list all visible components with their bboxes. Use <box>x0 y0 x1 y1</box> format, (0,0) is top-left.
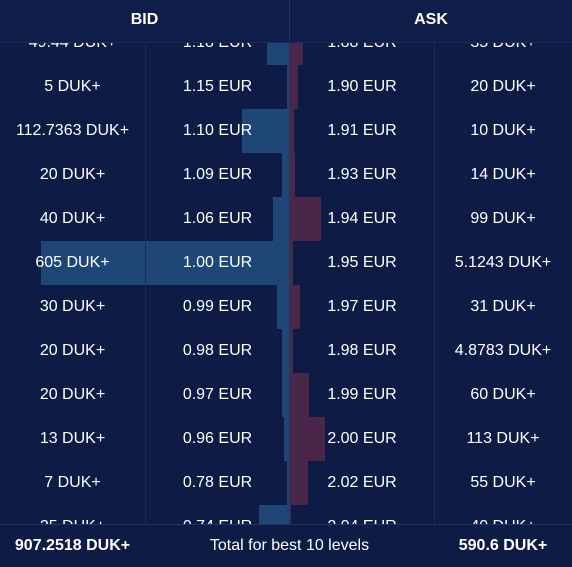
bid-price: 1.06 EUR <box>182 210 253 227</box>
bid-depth-bar <box>277 285 289 329</box>
ask-price: 1.90 EUR <box>327 78 397 95</box>
ask-quantity: 55 DUK+ <box>470 474 536 491</box>
column-divider <box>434 43 435 524</box>
ask-quantity: 40 DUK+ <box>434 505 572 524</box>
bid-price: 0.74 EUR <box>145 505 290 524</box>
orderbook-row[interactable]: 7 DUK+ 0.78 EUR 2.02 EUR 55 DUK+ <box>0 461 572 505</box>
orderbook-row[interactable]: 40 DUK+ 1.06 EUR 1.94 EUR 99 DUK+ <box>0 197 572 241</box>
ask-depth-bar <box>291 241 293 285</box>
bid-depth-bar <box>287 65 289 109</box>
bid-quantity: 112.7363 DUK+ <box>15 122 130 139</box>
bid-header: BID <box>130 11 159 28</box>
ask-total: 590.6 DUK+ <box>458 537 548 554</box>
ask-depth-bar <box>291 285 300 329</box>
ask-depth-bar <box>291 373 309 417</box>
ask-price: 1.88 EUR <box>290 43 434 65</box>
bid-quantity: 7 DUK+ <box>44 474 101 491</box>
orderbook-row[interactable]: 20 DUK+ 1.09 EUR 1.93 EUR 14 DUK+ <box>0 153 572 197</box>
bid-quantity: 30 DUK+ <box>39 298 106 315</box>
ask-depth-bar <box>291 109 294 153</box>
bid-quantity: 5 DUK+ <box>44 78 101 95</box>
ask-quantity: 14 DUK+ <box>470 166 536 183</box>
ask-quantity: 113 DUK+ <box>466 430 540 447</box>
bid-depth-bar <box>282 329 289 373</box>
ask-quantity: 60 DUK+ <box>470 386 536 403</box>
bid-quantity: 40 DUK+ <box>39 210 106 227</box>
bid-depth-bar <box>284 417 289 461</box>
bid-quantity: 13 DUK+ <box>39 430 106 447</box>
bid-price: 0.99 EUR <box>182 298 253 315</box>
ask-price: 1.91 EUR <box>327 122 397 139</box>
bid-price: 1.18 EUR <box>145 43 290 65</box>
ask-price: 1.99 EUR <box>327 386 397 403</box>
bid-quantity: 20 DUK+ <box>39 166 106 183</box>
orderbook-footer: 907.2518 DUK+ Total for best 10 levels 5… <box>0 524 572 564</box>
bid-depth-bar <box>267 43 289 65</box>
orderbook-row[interactable]: 30 DUK+ 0.99 EUR 1.97 EUR 31 DUK+ <box>0 285 572 329</box>
bid-quantity: 605 DUK+ <box>35 254 110 271</box>
bid-quantity: 49.44 DUK+ <box>0 43 145 65</box>
bid-quantity: 25 DUK+ <box>0 505 145 524</box>
ask-price: 1.97 EUR <box>327 298 397 315</box>
bid-depth-bar <box>242 109 289 153</box>
ask-quantity: 10 DUK+ <box>470 122 536 139</box>
ask-price: 1.93 EUR <box>327 166 397 183</box>
spread-divider <box>289 43 291 524</box>
ask-depth-bar <box>291 417 325 461</box>
bid-total: 907.2518 DUK+ <box>14 537 131 554</box>
column-divider <box>145 43 146 524</box>
ask-depth-bar <box>291 329 293 373</box>
bid-quantity: 20 DUK+ <box>39 342 106 359</box>
orderbook-row[interactable]: 605 DUK+ 1.00 EUR 1.95 EUR 5.1243 DUK+ <box>0 241 572 285</box>
orderbook-header: BID ASK <box>0 0 572 43</box>
ask-price: 2.04 EUR <box>290 505 434 524</box>
bid-price: 1.10 EUR <box>182 122 253 139</box>
orderbook-row[interactable]: 5 DUK+ 1.15 EUR 1.90 EUR 20 DUK+ <box>0 65 572 109</box>
ask-quantity: 31 DUK+ <box>470 298 536 315</box>
bid-depth-bar <box>259 505 289 524</box>
ask-quantity: 5.1243 DUK+ <box>454 254 552 271</box>
bid-depth-bar <box>273 197 289 241</box>
bid-quantity: 20 DUK+ <box>39 386 106 403</box>
ask-price: 2.00 EUR <box>327 430 397 447</box>
bid-price: 0.97 EUR <box>182 386 253 403</box>
ask-price: 1.94 EUR <box>327 210 397 227</box>
ask-quantity: 99 DUK+ <box>470 210 536 227</box>
header-divider <box>289 0 290 42</box>
bid-price: 1.09 EUR <box>182 166 253 183</box>
ask-depth-bar <box>291 43 303 65</box>
total-label: Total for best 10 levels <box>209 537 370 554</box>
bid-price: 0.96 EUR <box>182 430 253 447</box>
ask-quantity: 35 DUK+ <box>434 43 572 65</box>
orderbook-row[interactable]: 20 DUK+ 0.98 EUR 1.98 EUR 4.8783 DUK+ <box>0 329 572 373</box>
bid-price: 0.98 EUR <box>182 342 253 359</box>
orderbook-row[interactable]: 112.7363 DUK+ 1.10 EUR 1.91 EUR 10 DUK+ <box>0 109 572 153</box>
ask-quantity: 20 DUK+ <box>470 78 536 95</box>
ask-price: 1.95 EUR <box>327 254 397 271</box>
bid-depth-bar <box>282 153 289 197</box>
orderbook-row[interactable]: 13 DUK+ 0.96 EUR 2.00 EUR 113 DUK+ <box>0 417 572 461</box>
orderbook-row[interactable]: 20 DUK+ 0.97 EUR 1.99 EUR 60 DUK+ <box>0 373 572 417</box>
bid-depth-bar <box>287 461 289 505</box>
ask-depth-bar <box>291 65 298 109</box>
ask-header: ASK <box>414 11 448 28</box>
bid-depth-bar <box>282 373 289 417</box>
ask-price: 1.98 EUR <box>327 342 397 359</box>
ask-quantity: 4.8783 DUK+ <box>454 342 552 359</box>
bid-depth-bar <box>41 241 289 285</box>
ask-depth-bar <box>291 197 321 241</box>
ask-depth-bar <box>291 153 295 197</box>
ask-price: 2.02 EUR <box>327 474 397 491</box>
bid-price: 0.78 EUR <box>182 474 253 491</box>
bid-price: 1.00 EUR <box>182 254 253 271</box>
bid-price: 1.15 EUR <box>182 78 253 95</box>
ask-depth-bar <box>291 461 308 505</box>
